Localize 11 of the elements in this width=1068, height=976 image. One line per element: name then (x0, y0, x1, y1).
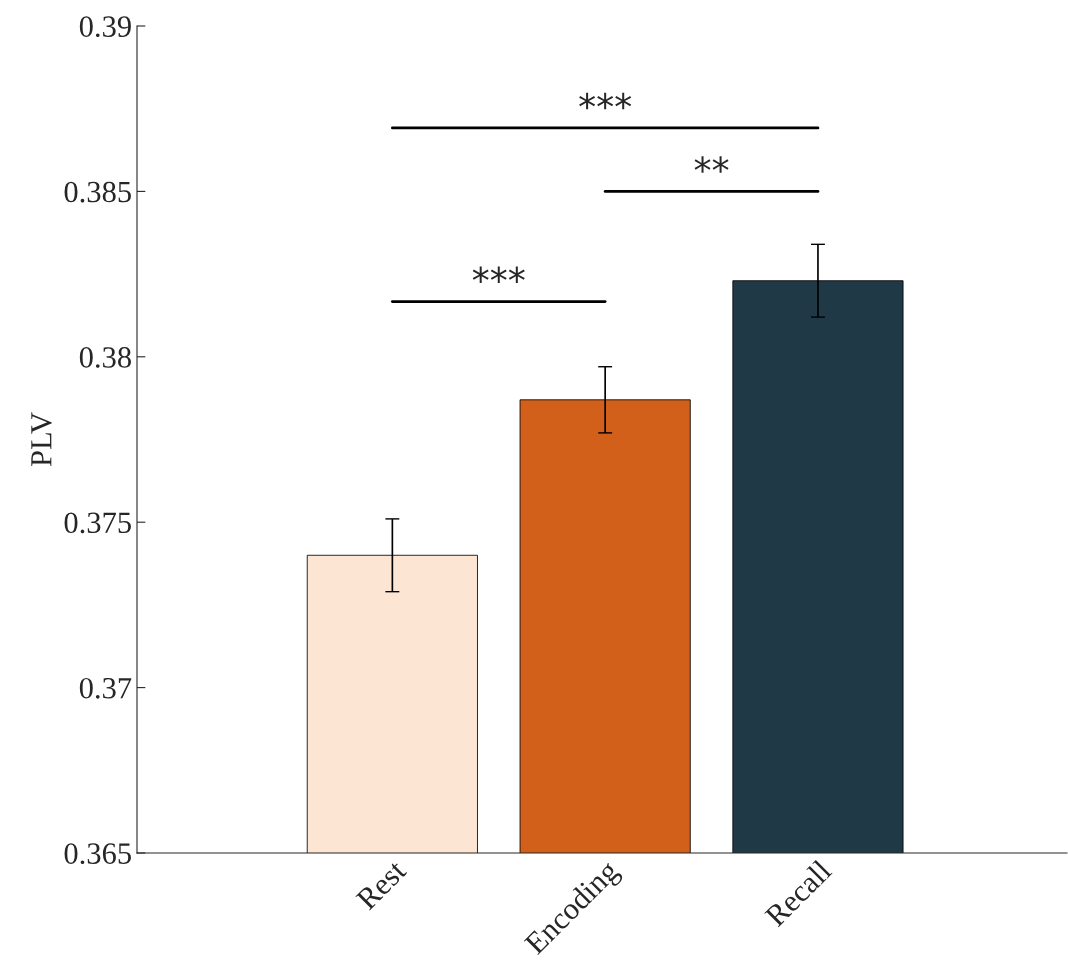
y-tick-label: 0.375 (64, 512, 131, 534)
y-tick-label: 0.38 (79, 347, 131, 368)
annotation: *** (472, 266, 525, 283)
x-tick-label: Rest (355, 858, 408, 911)
y-axis-title: PLV (31, 412, 52, 467)
y-tick-label: 0.385 (64, 181, 131, 203)
annotation: *** (579, 92, 632, 110)
y-tick-label: 0.365 (64, 843, 131, 865)
y-tick-label: 0.39 (79, 16, 131, 38)
annotation: ** (694, 156, 729, 173)
y-tick-label: 0.37 (79, 677, 132, 699)
